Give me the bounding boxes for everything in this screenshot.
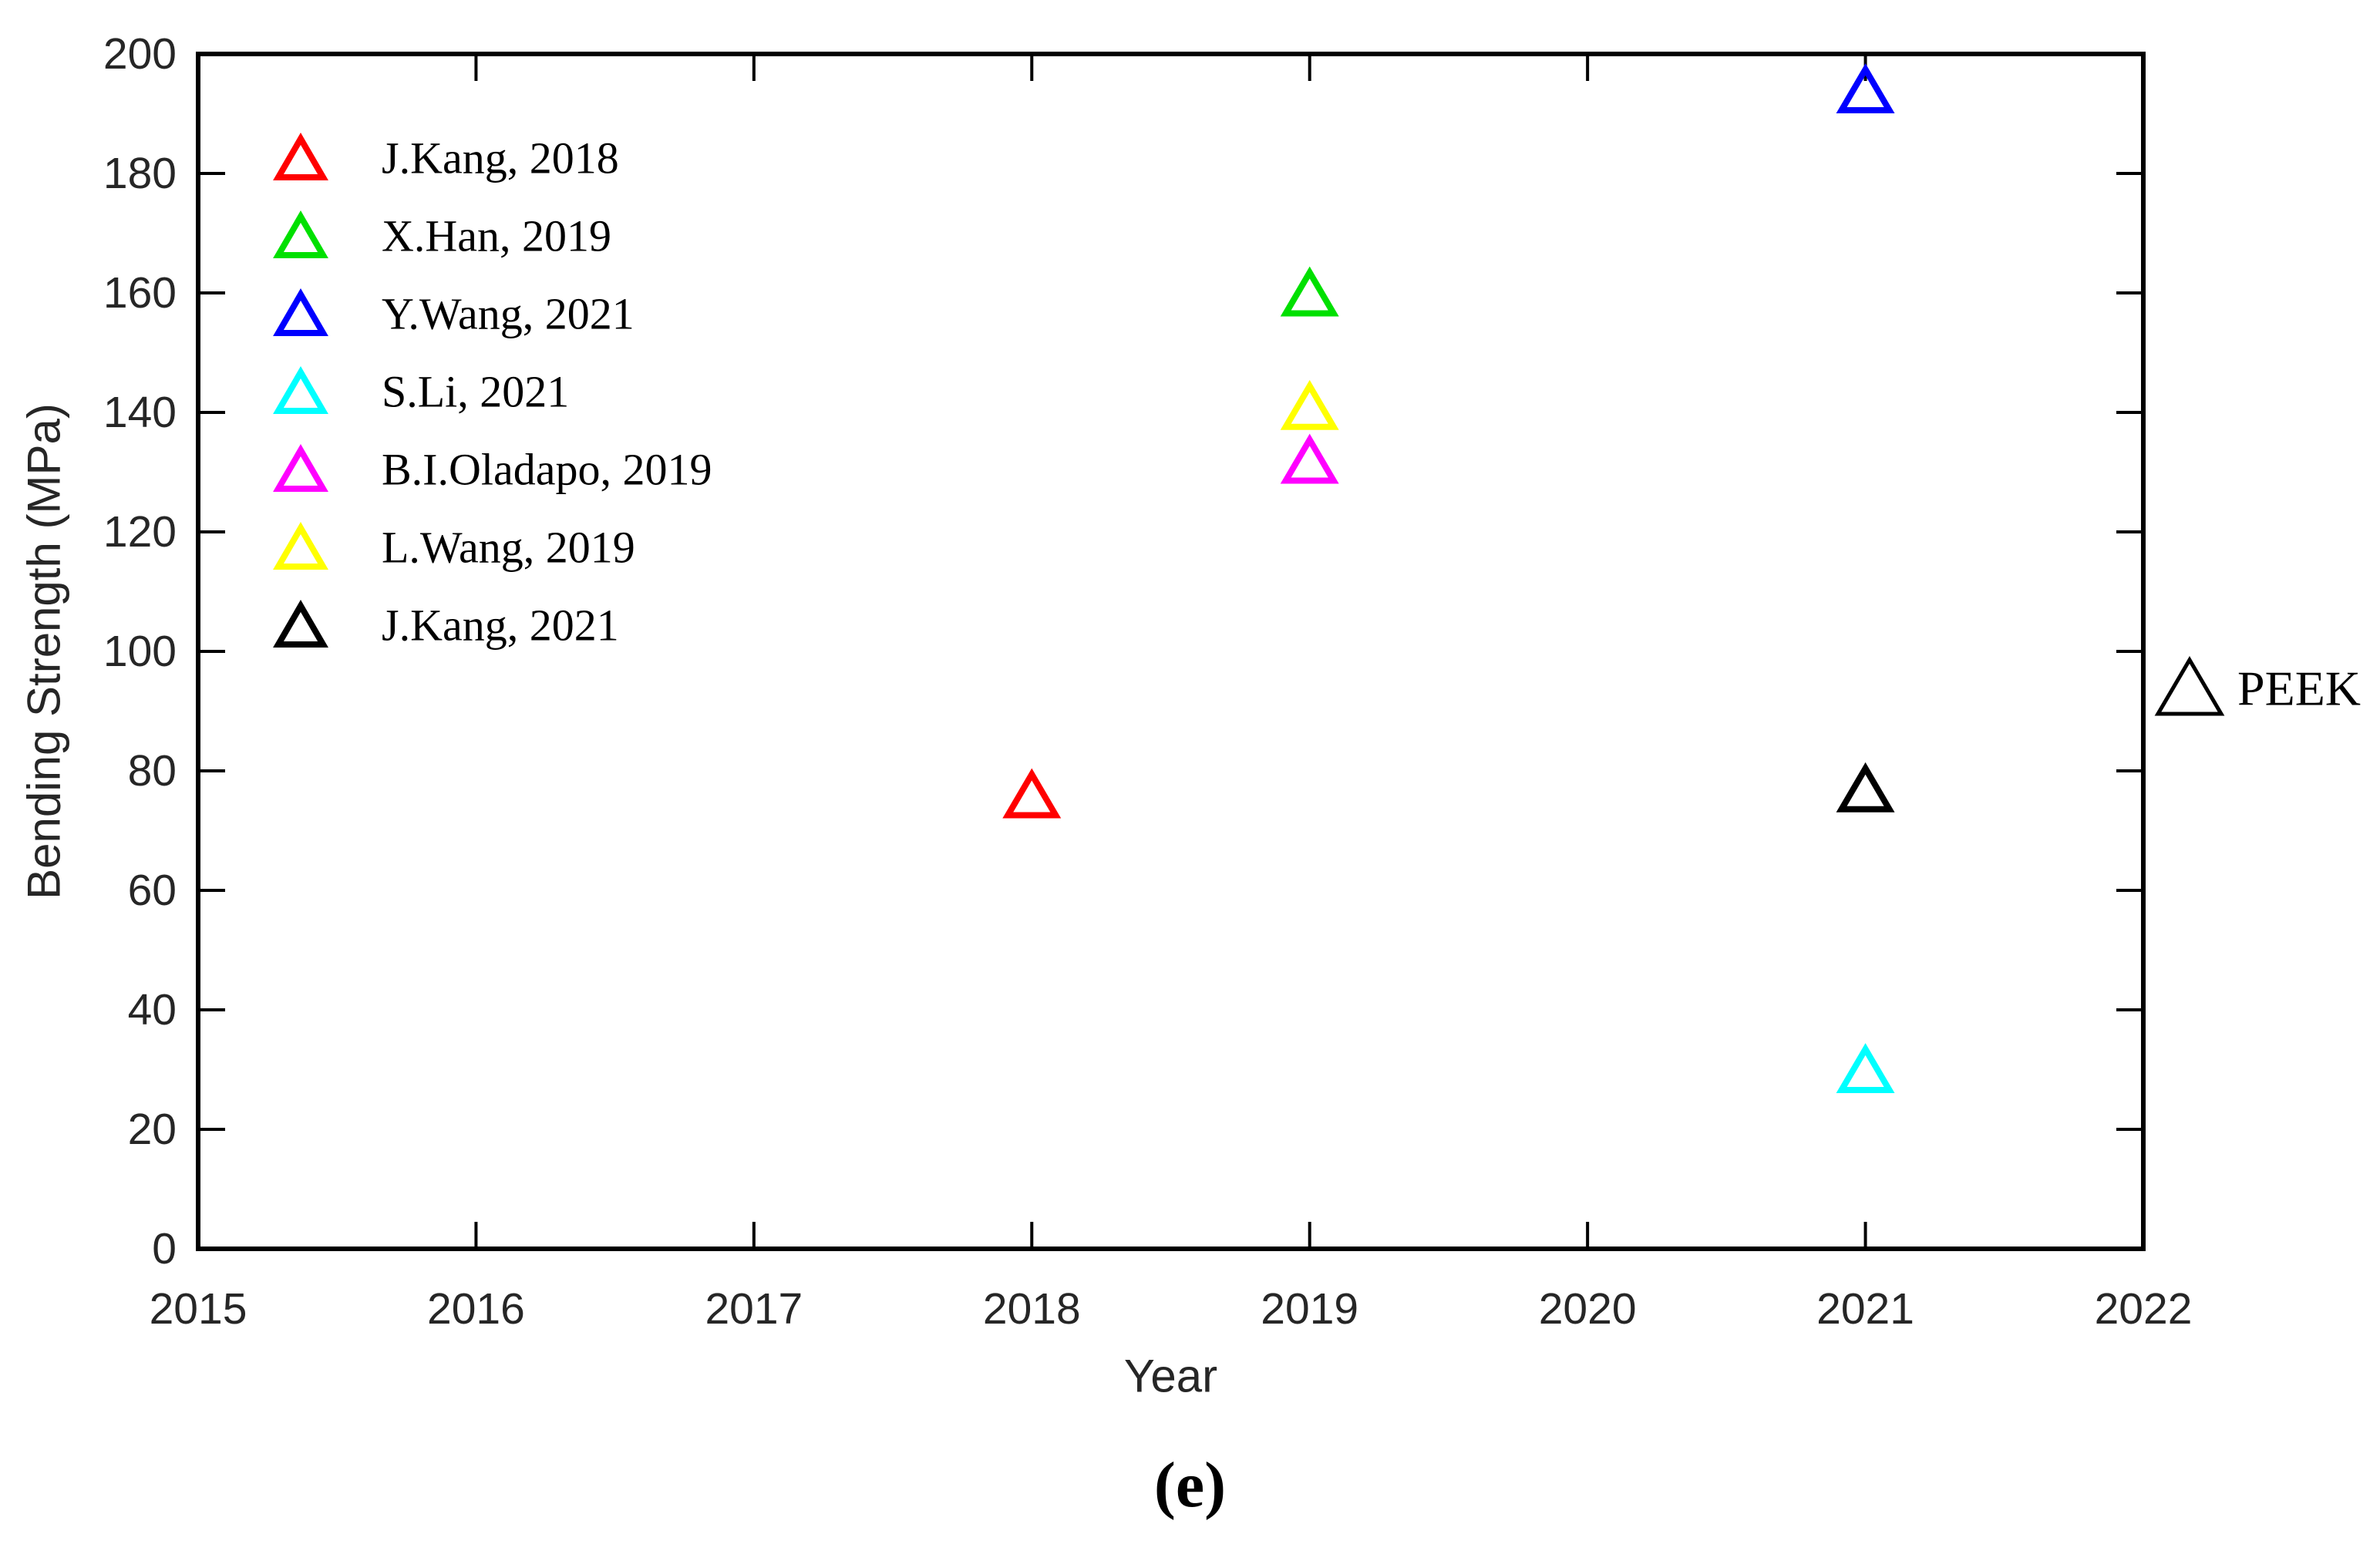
legend-triangle-icon (273, 600, 328, 648)
y-tick-label: 40 (128, 985, 177, 1035)
legend-triangle-icon (273, 366, 328, 414)
data-point-marker (1002, 768, 1062, 819)
legend-triangle-icon (273, 288, 328, 336)
y-tick-label: 160 (103, 268, 177, 318)
figure-caption: (e) (1153, 1449, 1227, 1521)
x-tick-label: 2020 (1539, 1284, 1637, 1334)
y-tick-label: 140 (103, 388, 177, 437)
x-tick-label: 2016 (427, 1284, 525, 1334)
legend-triangle-icon (273, 133, 328, 180)
data-point-marker (1280, 433, 1339, 484)
legend-label: J.Kang, 2021 (382, 601, 619, 651)
legend-label: J.Kang, 2018 (382, 133, 619, 183)
legend-label: L.Wang, 2019 (382, 523, 635, 573)
y-axis-title: Bending Strength (MPa) (19, 403, 70, 900)
x-tick-label: 2019 (1261, 1284, 1358, 1334)
legend-label: S.Li, 2021 (382, 367, 569, 417)
y-tick-label: 180 (103, 149, 177, 198)
legend-triangle-icon (273, 522, 328, 570)
triangle-icon (2154, 656, 2225, 716)
legend-label: X.Han, 2019 (382, 211, 611, 261)
x-tick-label: 2018 (983, 1284, 1081, 1334)
x-tick-label: 2021 (1816, 1284, 1914, 1334)
peek-label: PEEK (2237, 661, 2361, 716)
y-tick-label: 80 (128, 746, 177, 796)
data-point-marker (1836, 762, 1895, 813)
y-tick-label: 200 (103, 29, 177, 79)
x-tick-label: 2017 (705, 1284, 803, 1334)
y-tick-label: 100 (103, 627, 177, 676)
y-tick-label: 0 (152, 1224, 177, 1273)
y-tick-label: 20 (128, 1105, 177, 1154)
legend-label: B.I.Oladapo, 2019 (382, 445, 712, 495)
legend-label: Y.Wang, 2021 (382, 289, 635, 339)
data-point-marker (1280, 266, 1339, 317)
y-tick-label: 60 (128, 866, 177, 915)
x-axis-title: Year (1124, 1351, 1217, 1402)
x-tick-label: 2015 (150, 1284, 247, 1334)
y-tick-label: 120 (103, 507, 177, 557)
legend-triangle-icon (273, 210, 328, 258)
x-tick-label: 2022 (2095, 1284, 2193, 1334)
data-point-marker (1280, 379, 1339, 430)
data-point-marker (1836, 63, 1895, 113)
legend-triangle-icon (273, 444, 328, 492)
data-point-marker (1836, 1043, 1895, 1093)
